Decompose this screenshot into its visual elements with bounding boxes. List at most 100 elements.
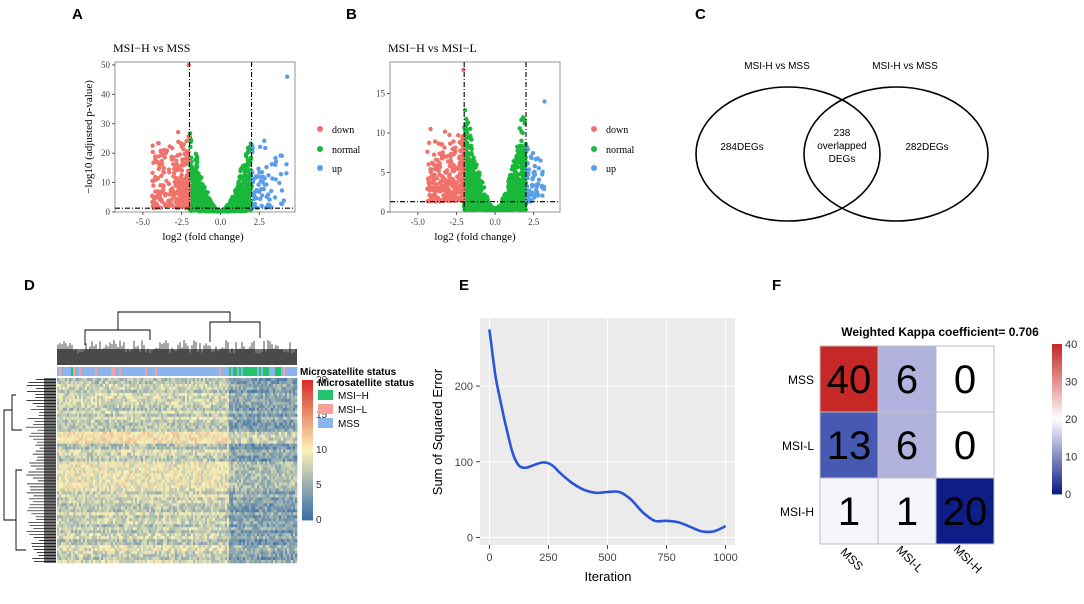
annotation-cell bbox=[203, 367, 206, 376]
heatmap-cell bbox=[181, 392, 184, 397]
heatmap-cell bbox=[167, 407, 170, 412]
annotation-cell bbox=[175, 367, 178, 376]
annotation-cell bbox=[233, 367, 236, 376]
annotation-cell bbox=[83, 367, 86, 376]
heatmap-cell bbox=[81, 395, 84, 400]
up-point bbox=[533, 192, 538, 197]
heatmap-cell bbox=[119, 383, 122, 388]
heatmap-cell bbox=[277, 401, 280, 406]
heatmap-cell bbox=[255, 380, 258, 385]
heatmap-cell bbox=[269, 398, 272, 403]
normal-point bbox=[246, 177, 251, 182]
annotation-cell bbox=[111, 367, 114, 376]
heatmap-cell bbox=[237, 404, 240, 409]
heatmap-cell bbox=[61, 383, 64, 388]
heatmap-cell bbox=[121, 380, 124, 385]
heatmap-cell bbox=[125, 383, 128, 388]
down-point bbox=[442, 154, 447, 159]
heatmap-cell bbox=[287, 392, 290, 397]
annotation-cell bbox=[287, 367, 290, 376]
heatmap-cell bbox=[277, 395, 280, 400]
heatmap-cell bbox=[105, 407, 108, 412]
heatmap-cell bbox=[255, 404, 258, 409]
heatmap-cell bbox=[207, 392, 210, 397]
normal-point bbox=[516, 195, 522, 200]
heatmap-cell bbox=[287, 383, 290, 388]
heatmap-cell bbox=[181, 378, 184, 382]
heatmap-cell bbox=[243, 380, 246, 385]
annotation-cell bbox=[245, 367, 248, 376]
heatmap-cell bbox=[167, 378, 170, 382]
heatmap-cell bbox=[253, 401, 256, 406]
heatmap-cell bbox=[173, 398, 176, 403]
heatmap-cell bbox=[107, 380, 110, 385]
heatmap-cell bbox=[57, 401, 60, 406]
heatmap-cell bbox=[81, 389, 84, 394]
heatmap-cell bbox=[191, 392, 194, 397]
heatmap-cell bbox=[183, 404, 186, 409]
normal-point bbox=[476, 195, 482, 201]
annotation-cell bbox=[69, 367, 72, 376]
heatmap-cell bbox=[223, 392, 226, 397]
heatmap-cell bbox=[267, 404, 270, 409]
heatmap-cell bbox=[183, 401, 186, 406]
heatmap-cell bbox=[135, 386, 138, 391]
heatmap-cell bbox=[109, 401, 112, 406]
normal-point bbox=[471, 166, 477, 171]
heatmap-cell bbox=[121, 404, 124, 409]
heatmap-cell bbox=[111, 392, 114, 397]
heatmap-cell bbox=[137, 386, 140, 391]
heatmap-cell bbox=[187, 404, 190, 409]
down-point bbox=[445, 159, 451, 164]
heatmap-cell bbox=[113, 401, 116, 406]
heatmap-cell bbox=[75, 404, 78, 409]
heatmap-cell bbox=[269, 404, 272, 409]
heatmap-cell bbox=[61, 380, 64, 385]
normal-point bbox=[188, 137, 194, 143]
up-point bbox=[258, 144, 263, 149]
heatmap-cell bbox=[105, 392, 108, 397]
heatmap-cell bbox=[57, 392, 60, 397]
annotation-cell bbox=[199, 367, 202, 376]
heatmap-cell bbox=[205, 395, 208, 400]
down-point bbox=[455, 174, 460, 179]
annotation-cell bbox=[191, 367, 194, 376]
heatmap-cell bbox=[211, 395, 214, 400]
heatmap-cell bbox=[71, 398, 74, 403]
heatmap-cell bbox=[275, 401, 278, 406]
down-point bbox=[425, 149, 430, 154]
heatmap-cell bbox=[149, 401, 152, 406]
annotation-bar bbox=[57, 367, 298, 376]
heatmap-cell bbox=[123, 392, 126, 397]
annotation-cell bbox=[173, 367, 176, 376]
normal-point bbox=[188, 144, 193, 149]
heatmap-cell bbox=[221, 383, 224, 388]
heatmap-cell bbox=[233, 407, 236, 412]
down-point bbox=[461, 181, 466, 186]
heatmap-cell bbox=[253, 378, 256, 382]
heatmap-cell bbox=[85, 401, 88, 406]
normal-point bbox=[195, 155, 200, 161]
heatmap-cell bbox=[285, 392, 288, 397]
heatmap-cell bbox=[241, 383, 244, 388]
heatmap-cell bbox=[281, 401, 284, 406]
annotation-cell bbox=[75, 367, 78, 376]
heatmap-cell bbox=[201, 386, 204, 391]
annotation-cell bbox=[131, 367, 134, 376]
heatmap-cell bbox=[87, 378, 90, 382]
heatmap-cell bbox=[253, 395, 256, 400]
heatmap-cell bbox=[165, 389, 168, 394]
heatmap-cell bbox=[243, 386, 246, 391]
heatmap-cell bbox=[161, 404, 164, 409]
heatmap-cell bbox=[233, 378, 236, 382]
heatmap-cell bbox=[153, 380, 156, 385]
normal-point bbox=[199, 197, 204, 202]
heatmap-cell bbox=[281, 386, 284, 391]
heatmap-cell bbox=[69, 401, 72, 406]
venn-right-count: 282DEGs bbox=[905, 142, 948, 153]
annotation-cell bbox=[217, 367, 220, 376]
heatmap-cell bbox=[163, 380, 166, 385]
heatmap-cell bbox=[73, 392, 76, 397]
annotation-cell bbox=[113, 367, 116, 376]
heatmap-cell bbox=[121, 401, 124, 406]
